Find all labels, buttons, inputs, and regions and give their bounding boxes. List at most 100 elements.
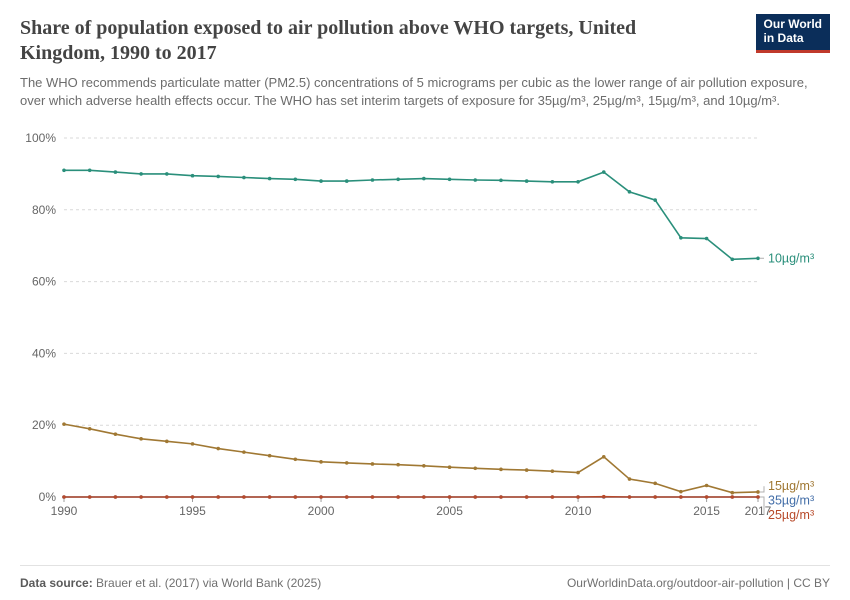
series-point — [114, 170, 118, 174]
series-point — [242, 450, 246, 454]
x-tick-label: 2010 — [565, 504, 592, 518]
series-point — [62, 169, 66, 173]
series-point — [551, 180, 555, 184]
x-tick-label: 1990 — [51, 504, 78, 518]
series-point — [345, 495, 349, 499]
footer: Data source: Brauer et al. (2017) via Wo… — [20, 565, 830, 590]
series-point — [576, 471, 580, 475]
series-point — [576, 495, 580, 499]
series-point — [114, 495, 118, 499]
series-point — [319, 179, 323, 183]
series-point — [371, 495, 375, 499]
x-tick-label: 2000 — [308, 504, 335, 518]
series-point — [319, 495, 323, 499]
series-point — [551, 495, 555, 499]
series-point — [396, 177, 400, 181]
series-point — [499, 179, 503, 183]
series-point — [499, 468, 503, 472]
series-point — [191, 442, 195, 446]
chart-subtitle: The WHO recommends particulate matter (P… — [20, 74, 810, 110]
series-point — [88, 169, 92, 173]
owid-logo: Our World in Data — [756, 14, 830, 53]
series-point — [294, 495, 298, 499]
series-point — [730, 258, 734, 262]
series-point — [345, 179, 349, 183]
series-point — [62, 422, 66, 426]
series-point — [602, 170, 606, 174]
series-point — [216, 495, 220, 499]
series-point — [268, 495, 272, 499]
series-label-10µg/m³: 10µg/m³ — [768, 251, 814, 265]
series-point — [602, 495, 606, 499]
label-connector — [760, 497, 764, 501]
series-point — [628, 495, 632, 499]
x-tick-label: 2005 — [436, 504, 463, 518]
source-text: Brauer et al. (2017) via World Bank (202… — [96, 576, 321, 590]
chart-svg: 0%20%40%60%80%100%1990199520002005201020… — [20, 130, 830, 525]
series-point — [576, 180, 580, 184]
series-line-10µg/m³ — [64, 170, 758, 259]
chart-area: 0%20%40%60%80%100%1990199520002005201020… — [20, 130, 830, 525]
series-point — [525, 468, 529, 472]
y-tick-label: 40% — [32, 346, 56, 360]
series-point — [473, 466, 477, 470]
series-point — [422, 495, 426, 499]
chart-title: Share of population exposed to air pollu… — [20, 16, 700, 66]
series-point — [448, 495, 452, 499]
series-point — [139, 437, 143, 441]
series-point — [679, 236, 683, 240]
series-label-25µg/m³: 25µg/m³ — [768, 508, 814, 522]
series-point — [242, 176, 246, 180]
series-point — [371, 462, 375, 466]
series-label-35µg/m³: 35µg/m³ — [768, 494, 814, 508]
license: CC BY — [793, 576, 830, 590]
series-point — [114, 432, 118, 436]
series-point — [319, 460, 323, 464]
series-point — [396, 495, 400, 499]
header: Our World in Data Share of population ex… — [0, 0, 850, 110]
series-point — [371, 178, 375, 182]
series-point — [653, 198, 657, 202]
y-tick-label: 20% — [32, 418, 56, 432]
series-point — [448, 465, 452, 469]
label-connector — [760, 486, 764, 492]
series-point — [756, 495, 760, 499]
series-point — [345, 461, 349, 465]
series-point — [653, 495, 657, 499]
series-point — [499, 495, 503, 499]
series-point — [396, 463, 400, 467]
series-point — [88, 495, 92, 499]
y-tick-label: 60% — [32, 275, 56, 289]
series-point — [268, 454, 272, 458]
x-tick-label: 2015 — [693, 504, 720, 518]
series-point — [165, 440, 169, 444]
series-point — [242, 495, 246, 499]
data-source: Data source: Brauer et al. (2017) via Wo… — [20, 576, 321, 590]
series-point — [705, 484, 709, 488]
y-tick-label: 100% — [25, 131, 56, 145]
series-point — [525, 179, 529, 183]
series-point — [191, 174, 195, 178]
series-point — [653, 482, 657, 486]
series-point — [62, 495, 66, 499]
x-tick-label: 1995 — [179, 504, 206, 518]
series-point — [216, 447, 220, 451]
series-point — [551, 469, 555, 473]
series-point — [473, 495, 477, 499]
series-point — [294, 177, 298, 181]
series-point — [602, 455, 606, 459]
series-point — [294, 458, 298, 462]
series-point — [165, 495, 169, 499]
series-point — [216, 175, 220, 179]
attribution: OurWorldinData.org/outdoor-air-pollution… — [567, 576, 830, 590]
series-point — [165, 172, 169, 176]
series-point — [139, 172, 143, 176]
series-point — [525, 495, 529, 499]
series-point — [422, 177, 426, 181]
series-point — [422, 464, 426, 468]
series-point — [679, 495, 683, 499]
series-point — [88, 427, 92, 431]
y-tick-label: 0% — [39, 490, 57, 504]
series-point — [473, 178, 477, 182]
series-point — [756, 256, 760, 260]
